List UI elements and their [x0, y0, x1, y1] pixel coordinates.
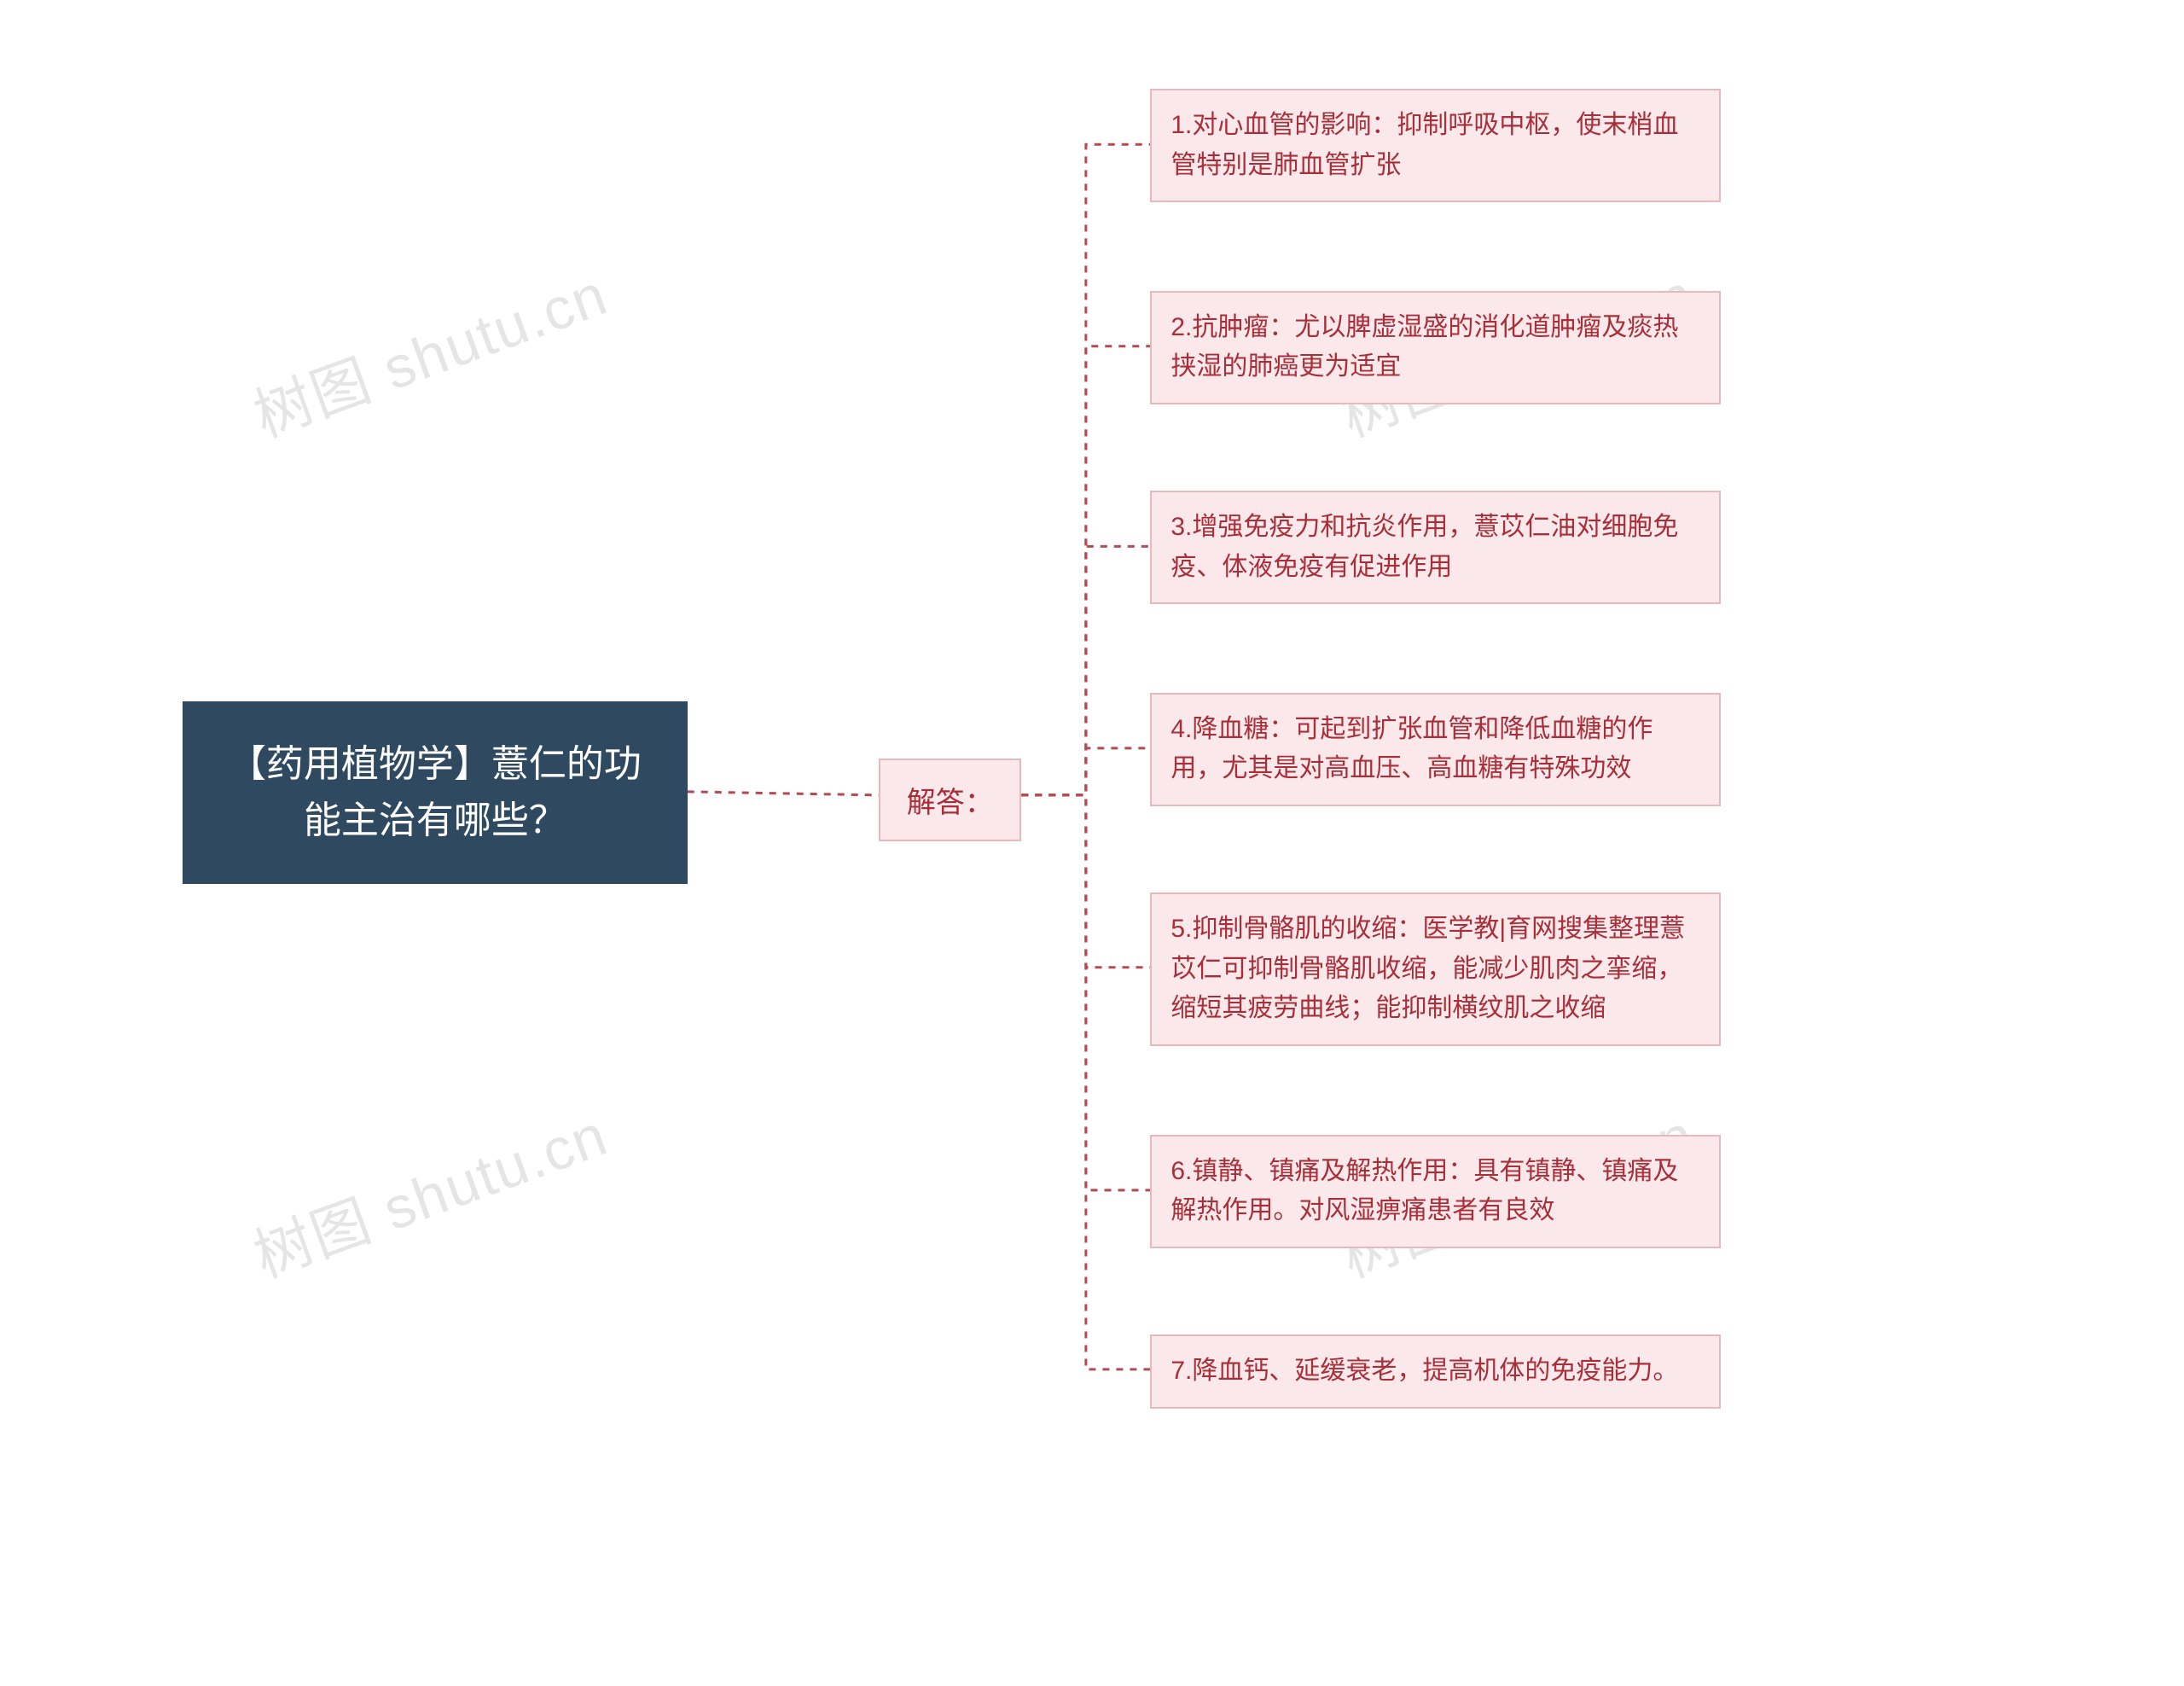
mindmap-canvas: 树图 shutu.cn 树图 shutu.cn 树图 shutu.cn 树图 s… — [0, 0, 2184, 1686]
leaf-node[interactable]: 5.抑制骨骼肌的收缩：医学教|育网搜集整理薏苡仁可抑制骨骼肌收缩，能减少肌肉之挛… — [1150, 892, 1721, 1046]
leaf-node[interactable]: 3.增强免疫力和抗炎作用，薏苡仁油对细胞免疫、体液免疫有促进作用 — [1150, 491, 1721, 604]
mid-node-answer[interactable]: 解答： — [879, 759, 1021, 841]
leaf-node[interactable]: 1.对心血管的影响：抑制呼吸中枢，使末梢血管特别是肺血管扩张 — [1150, 89, 1721, 202]
watermark: 树图 shutu.cn — [241, 1088, 618, 1294]
leaf-node[interactable]: 2.抗肿瘤：尤以脾虚湿盛的消化道肿瘤及痰热挟湿的肺癌更为适宜 — [1150, 291, 1721, 404]
leaf-node[interactable]: 4.降血糖：可起到扩张血管和降低血糖的作用，尤其是对高血压、高血糖有特殊功效 — [1150, 693, 1721, 806]
root-node[interactable]: 【药用植物学】薏仁的功 能主治有哪些？ — [183, 701, 688, 884]
leaf-node[interactable]: 7.降血钙、延缓衰老，提高机体的免疫能力。 — [1150, 1334, 1721, 1409]
leaf-node[interactable]: 6.镇静、镇痛及解热作用：具有镇静、镇痛及解热作用。对风湿痹痛患者有良效 — [1150, 1135, 1721, 1248]
watermark: 树图 shutu.cn — [241, 247, 618, 453]
